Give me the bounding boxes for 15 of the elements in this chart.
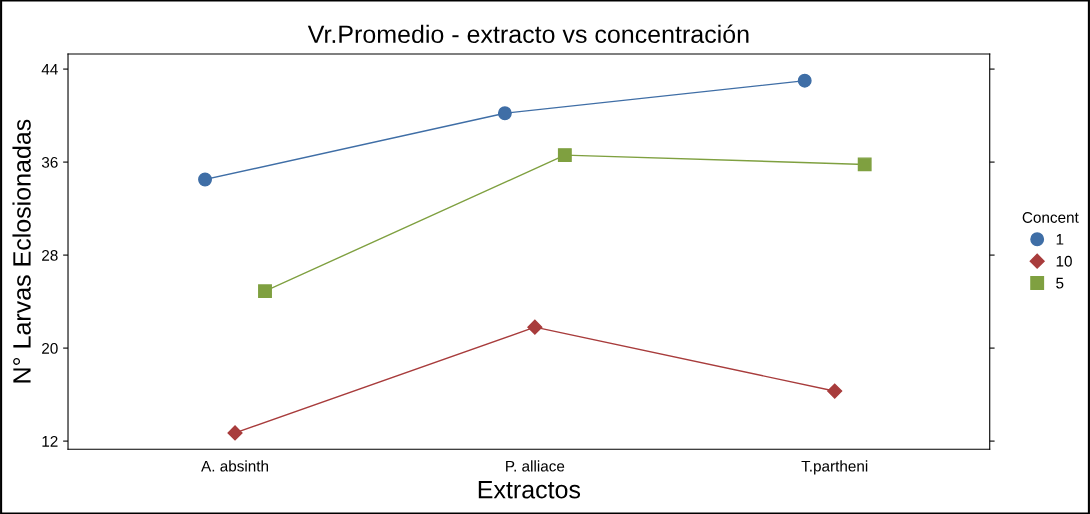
- x-axis-title: Extractos: [478, 481, 581, 499]
- y-tick-label: 36: [41, 156, 58, 168]
- y-axis-title: N° Larvas Eclosionadas: [12, 119, 31, 383]
- legend-label: 1: [1056, 234, 1064, 245]
- y-tick-label: 44: [41, 64, 58, 75]
- legend-label: 10: [1056, 255, 1072, 267]
- y-tick-label: 12: [42, 435, 58, 447]
- chart-title: Vr.Promedio - extracto vs concentración: [307, 24, 749, 44]
- y-tick-label: 20: [42, 342, 58, 354]
- x-tick-label: P. alliace: [506, 460, 565, 472]
- x-tick-label: A. absinth: [201, 460, 269, 472]
- y-tick-label: 28: [42, 249, 58, 261]
- x-tick-label: T.partheni: [801, 460, 868, 475]
- legend-title: Concent: [1022, 212, 1079, 223]
- legend-label: 5: [1056, 277, 1064, 289]
